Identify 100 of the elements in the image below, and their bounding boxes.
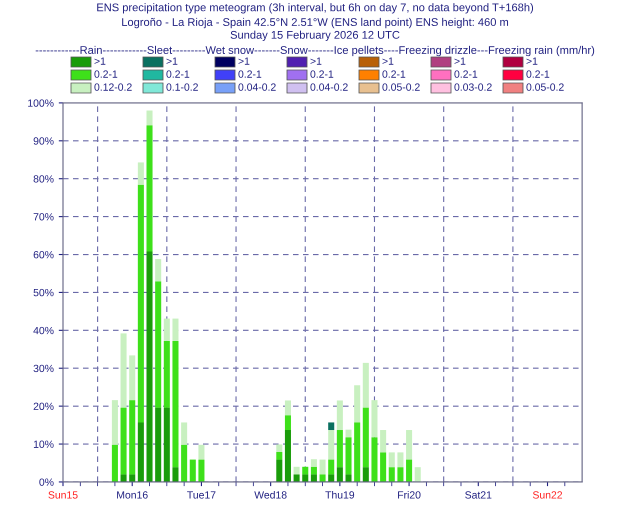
legend-label: >1 — [238, 58, 250, 65]
y-tick-label: 70% — [34, 213, 54, 220]
chart-subtitle: Logroño - La Rioja - Spain 42.5°N 2.51°W (ENS land point) ENS height: 460 m Sunday 15 February 2026 12 UTC — [122, 18, 508, 41]
bar — [120, 408, 127, 474]
y-tick-label: 90% — [34, 137, 54, 145]
bar — [336, 430, 343, 468]
bar — [155, 259, 162, 282]
bar — [320, 474, 326, 482]
legend-label: 0.05-0.2 — [382, 83, 420, 91]
bar — [345, 474, 352, 482]
bar — [120, 474, 127, 482]
bar — [284, 430, 291, 482]
bar — [328, 460, 334, 474]
bar — [388, 452, 395, 468]
bar — [414, 467, 421, 482]
bar — [146, 251, 153, 482]
bar — [380, 452, 386, 482]
legend-label: >1 — [382, 58, 394, 65]
y-tick-label: 100% — [28, 99, 54, 107]
bar — [276, 460, 282, 482]
bar — [120, 333, 127, 408]
bar — [112, 444, 118, 482]
bar — [172, 340, 179, 468]
legend-label: >1 — [454, 58, 466, 65]
y-tick-label: 80% — [34, 175, 54, 183]
legend-label: >1 — [94, 58, 106, 65]
x-tick-label: Sat21 — [465, 491, 492, 499]
bar — [198, 460, 204, 482]
y-tick-label: 50% — [34, 288, 54, 296]
bar — [138, 162, 144, 185]
bar — [336, 400, 343, 430]
bar — [345, 437, 352, 474]
bar — [362, 467, 369, 482]
bar — [138, 184, 144, 422]
legend-label: 0.2-1 — [454, 70, 478, 78]
bar — [164, 318, 170, 341]
bar — [362, 362, 369, 408]
bar — [345, 430, 352, 438]
bar — [302, 474, 308, 482]
bar — [146, 125, 153, 252]
bar — [362, 408, 369, 468]
x-tick-label: Mon16 — [117, 491, 148, 499]
x-tick-label: Fri20 — [398, 490, 421, 499]
legend-label: 0.04-0.2 — [310, 83, 348, 91]
bar — [328, 430, 334, 460]
bar — [172, 467, 179, 482]
x-tick-label: Wed18 — [254, 490, 287, 499]
bar — [198, 444, 204, 460]
bar — [310, 459, 317, 467]
y-tick-label: 0% — [39, 478, 54, 486]
legend-label: 0.2-1 — [310, 70, 334, 78]
bar — [112, 400, 118, 445]
bar — [380, 430, 386, 452]
bar — [406, 430, 412, 460]
legend-title: ------------Rain------------Sleet---------Wet snow-------Snow-------Ice pellets----Freezing drizzle---Freezing rain (mm/hr) — [36, 46, 594, 56]
legend-label: >1 — [526, 58, 538, 65]
bar — [164, 340, 170, 408]
legend-label: 0.1-0.2 — [166, 83, 198, 91]
bar — [129, 400, 136, 474]
bar — [371, 437, 378, 482]
x-tick-label: Thu19 — [325, 490, 354, 499]
bar — [146, 110, 153, 126]
x-tick-label: Tue17 — [187, 491, 216, 499]
bar — [388, 467, 395, 482]
legend-label: >1 — [166, 58, 178, 65]
bar — [302, 466, 308, 474]
legend-label: 0.04-0.2 — [238, 83, 276, 91]
legend-label: 0.2-1 — [382, 70, 406, 78]
bar — [181, 444, 188, 482]
bar — [328, 474, 334, 482]
legend-label: 0.2-1 — [526, 70, 550, 78]
legend-label: 0.2-1 — [166, 70, 190, 78]
legend-label: >1 — [310, 58, 322, 65]
bar — [320, 460, 326, 474]
x-tick-label: Sun22 — [532, 491, 562, 499]
legend-label: 0.2-1 — [238, 70, 262, 78]
bar — [294, 466, 300, 474]
bar — [354, 422, 360, 482]
legend-label: 0.05-0.2 — [526, 83, 564, 91]
bar — [406, 460, 412, 482]
bar — [354, 385, 360, 422]
bar — [155, 281, 162, 408]
bar — [336, 467, 343, 482]
y-tick-label: 60% — [34, 251, 54, 258]
bar — [155, 408, 162, 482]
y-tick-label: 30% — [34, 364, 54, 372]
y-tick-label: 10% — [34, 440, 54, 448]
bar — [172, 318, 179, 341]
bar — [310, 474, 317, 482]
bar — [284, 415, 291, 430]
bar — [397, 467, 404, 482]
bar — [310, 466, 317, 474]
bar — [138, 422, 144, 482]
y-tick-label: 40% — [33, 326, 54, 334]
bar — [129, 355, 136, 400]
bar — [164, 408, 170, 482]
bar — [328, 422, 334, 430]
legend-label: 0.03-0.2 — [454, 83, 492, 91]
bar — [371, 400, 378, 438]
bar — [276, 444, 282, 452]
